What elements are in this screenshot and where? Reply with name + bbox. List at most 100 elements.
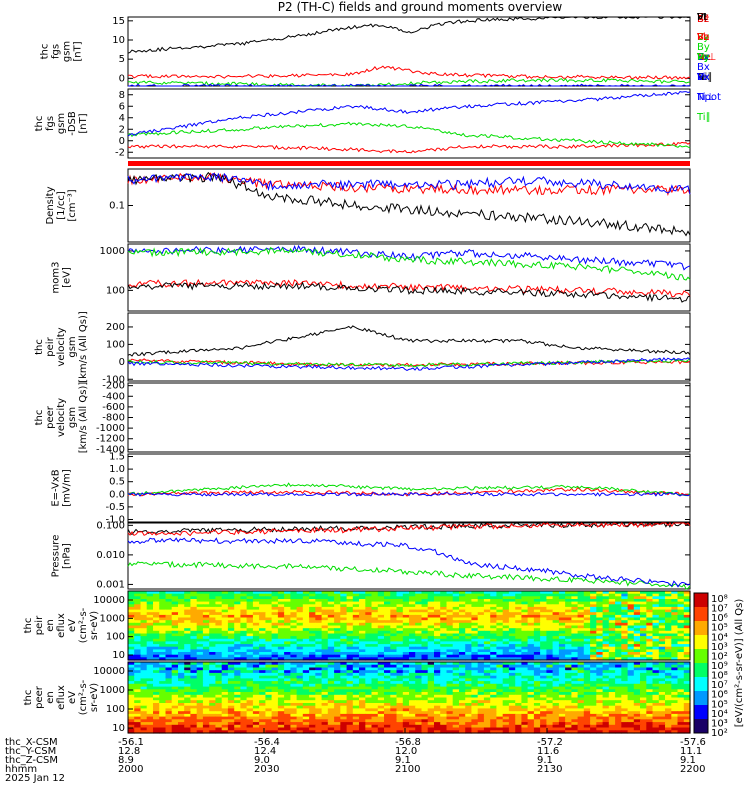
heatmap-cell	[677, 593, 685, 597]
heatmap-cell	[234, 657, 241, 661]
heatmap-cell	[402, 646, 410, 650]
heatmap-cell	[359, 657, 366, 661]
heatmap-cell	[402, 652, 410, 656]
heatmap-cell	[296, 599, 304, 603]
heatmap-cell	[209, 719, 216, 723]
heatmap-cell	[446, 652, 454, 656]
heatmap-cell	[471, 724, 479, 729]
heatmap-cell	[371, 596, 379, 600]
heatmap-cell	[515, 606, 522, 611]
heatmap-cell	[427, 606, 435, 611]
heatmap-cell	[240, 614, 248, 619]
heatmap-cell	[558, 649, 566, 653]
heatmap-cell	[352, 601, 360, 605]
heatmap-cell	[558, 727, 566, 731]
heatmap-cell	[234, 683, 241, 688]
heatmap-cell	[640, 652, 647, 656]
heatmap-cell	[434, 646, 441, 650]
heatmap-cell	[590, 716, 597, 720]
heatmap-cell	[209, 593, 216, 597]
heatmap-cell	[171, 705, 179, 709]
heatmap-cell	[640, 599, 647, 603]
heatmap-cell	[377, 711, 385, 715]
heatmap-cell	[440, 593, 447, 597]
heatmap-cell	[490, 705, 497, 709]
heatmap-cell	[440, 636, 447, 640]
heatmap-cell	[371, 646, 379, 650]
heatmap-cell	[334, 662, 341, 666]
heatmap-cell	[571, 625, 579, 629]
heatmap-cell	[571, 727, 579, 731]
heatmap-cell	[596, 628, 604, 632]
heatmap-cell	[153, 644, 160, 648]
heatmap-cell	[465, 593, 472, 597]
heatmap-cell	[171, 727, 179, 731]
heatmap-cell	[165, 630, 173, 635]
heatmap-cell	[365, 662, 373, 666]
heatmap-cell	[633, 722, 641, 726]
heatmap-cell	[596, 649, 604, 653]
heatmap-cell	[365, 606, 373, 611]
heatmap-cell	[171, 644, 179, 648]
heatmap-cell	[658, 705, 666, 709]
heatmap-cell	[477, 604, 485, 608]
heatmap-cell	[140, 683, 148, 688]
heatmap-cell	[683, 654, 691, 658]
heatmap-cell	[196, 609, 204, 613]
heatmap-cell	[640, 604, 647, 608]
heatmap-cell	[290, 657, 298, 661]
heatmap-cell	[671, 681, 679, 685]
heatmap-cell	[265, 644, 273, 648]
heatmap-cell	[277, 628, 285, 632]
legend-label: Vt	[697, 12, 708, 23]
heatmap-cell	[359, 625, 366, 629]
heatmap-cell	[140, 641, 148, 645]
heatmap-cell	[178, 670, 185, 674]
heatmap-cell	[627, 664, 635, 668]
heatmap-cell	[309, 662, 316, 666]
heatmap-cell	[402, 681, 410, 685]
heatmap-cell	[508, 724, 516, 729]
heatmap-cell	[271, 599, 279, 603]
heatmap-cell	[221, 604, 229, 608]
heatmap-cell	[577, 667, 585, 671]
heatmap-cell	[271, 630, 279, 635]
heatmap-cell	[178, 692, 185, 696]
heatmap-cell	[321, 628, 329, 632]
heatmap-cell	[265, 664, 273, 668]
heatmap-cell	[471, 672, 479, 677]
heatmap-cell	[134, 593, 141, 597]
heatmap-cell	[377, 719, 385, 723]
heatmap-cell	[340, 638, 348, 643]
heatmap-cell	[165, 604, 173, 608]
heatmap-cell	[527, 711, 535, 715]
heatmap-cell	[540, 612, 547, 616]
heatmap-cell	[471, 683, 479, 688]
heatmap-cell	[477, 617, 485, 621]
heatmap-cell	[577, 686, 585, 690]
heatmap-cell	[490, 686, 497, 690]
heatmap-cell	[240, 620, 248, 624]
heatmap-cell	[146, 703, 154, 707]
heatmap-cell	[296, 654, 304, 658]
heatmap-cell	[365, 670, 373, 674]
heatmap-cell	[309, 636, 316, 640]
heatmap-cell	[271, 694, 279, 699]
heatmap-cell	[153, 604, 160, 608]
heatmap-cell	[459, 724, 466, 729]
heatmap-cell	[558, 703, 566, 707]
heatmap-cell	[459, 686, 466, 690]
heatmap-cell	[309, 609, 316, 613]
heatmap-cell	[621, 675, 629, 679]
heatmap-cell	[596, 681, 604, 685]
heatmap-cell	[552, 625, 560, 629]
heatmap-cell	[452, 606, 460, 611]
heatmap-cell	[459, 683, 466, 688]
heatmap-cell	[290, 601, 298, 605]
heatmap-cell	[171, 672, 179, 677]
heatmap-cell	[265, 692, 273, 696]
heatmap-cell	[377, 630, 385, 635]
heatmap-cell	[159, 633, 166, 637]
heatmap-cell	[352, 722, 360, 726]
heatmap-cell	[633, 694, 641, 699]
